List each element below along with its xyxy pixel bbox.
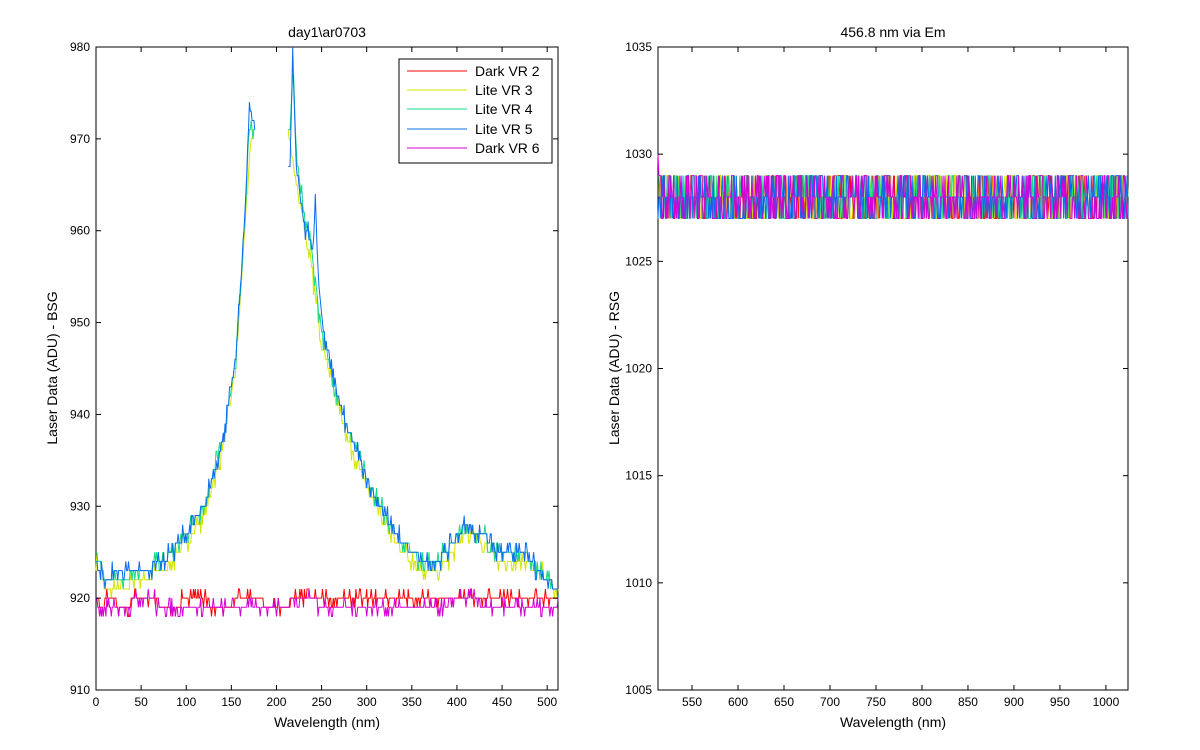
right-x-tick-label: 650 [774, 695, 794, 709]
left-y-tick-label: 920 [70, 591, 90, 605]
left-x-tick-label: 250 [312, 695, 332, 709]
left-x-tick-label: 50 [134, 695, 148, 709]
legend: Dark VR 2 Lite VR 3 Lite VR 4 Lite VR 5 … [398, 58, 553, 164]
left-x-tick-label: 450 [492, 695, 512, 709]
left-x-axis-label: Wavelength (nm) [274, 714, 380, 730]
legend-label-lite-vr-4: Lite VR 4 [475, 101, 533, 117]
right-y-axis-label: Laser Data (ADU) - RSG [606, 291, 622, 445]
right-y-tick-label: 1005 [625, 683, 652, 697]
left-y-tick-label: 940 [70, 407, 90, 421]
right-plot: 550 600 650 700 750 800 850 900 950 1000 1005 1010 1… [606, 24, 1129, 730]
left-x-tick-label: 350 [402, 695, 422, 709]
right-y-tick-label: 1030 [625, 147, 652, 161]
left-x-tick-label: 500 [537, 695, 557, 709]
left-x-tick-label: 150 [221, 695, 241, 709]
left-y-tick-label: 910 [70, 683, 90, 697]
right-series-group [657, 154, 1129, 219]
left-plot-title: day1\ar0703 [288, 24, 366, 40]
right-plot-area [657, 46, 1129, 691]
legend-label-dark-vr-2: Dark VR 2 [475, 63, 540, 79]
legend-label-lite-vr-3: Lite VR 3 [475, 82, 533, 98]
left-y-tick-label: 970 [70, 132, 90, 146]
right-y-tick-label: 1010 [625, 576, 652, 590]
left-y-tick-label: 980 [70, 40, 90, 54]
left-y-axis-label: Laser Data (ADU) - BSG [44, 291, 60, 444]
right-series-dark-vr-6 [657, 154, 1128, 219]
left-series-lite-vr-5 [96, 46, 559, 599]
left-plot: 0 50 100 150 200 250 300 350 400 450 500 910 920 930 9… [44, 24, 559, 730]
left-series-group [95, 46, 559, 617]
right-x-tick-label: 900 [1004, 695, 1024, 709]
right-x-tick-label: 950 [1050, 695, 1070, 709]
right-y-tick-label: 1035 [625, 40, 652, 54]
right-plot-title: 456.8 nm via Em [840, 24, 945, 40]
left-x-tick-label: 300 [357, 695, 377, 709]
right-x-tick-label: 850 [958, 695, 978, 709]
right-y-tick-label: 1020 [625, 362, 652, 376]
right-x-axis-label: Wavelength (nm) [840, 714, 946, 730]
right-axis-ticks: 550 600 650 700 750 800 850 900 950 1000 1005 1010 1… [625, 40, 1128, 709]
right-y-tick-label: 1025 [625, 254, 652, 268]
left-axis-ticks: 0 50 100 150 200 250 300 350 400 450 500 910 920 930 9… [70, 40, 558, 709]
right-x-tick-label: 550 [682, 695, 702, 709]
left-x-tick-label: 400 [447, 695, 467, 709]
left-x-tick-label: 200 [266, 695, 286, 709]
right-x-tick-label: 750 [866, 695, 886, 709]
left-y-tick-label: 960 [70, 224, 90, 238]
left-series-dark-vr-6 [96, 588, 559, 617]
right-x-tick-label: 600 [728, 695, 748, 709]
left-x-tick-label: 0 [93, 695, 100, 709]
left-x-tick-label: 100 [176, 695, 196, 709]
right-y-tick-label: 1015 [625, 469, 652, 483]
right-x-tick-label: 1000 [1093, 695, 1120, 709]
left-y-tick-label: 950 [70, 316, 90, 330]
legend-label-lite-vr-5: Lite VR 5 [475, 121, 533, 137]
legend-label-dark-vr-6: Dark VR 6 [475, 140, 540, 156]
right-x-tick-label: 800 [912, 695, 932, 709]
legend-box [398, 58, 553, 164]
left-y-tick-label: 930 [70, 499, 90, 513]
right-x-tick-label: 700 [820, 695, 840, 709]
